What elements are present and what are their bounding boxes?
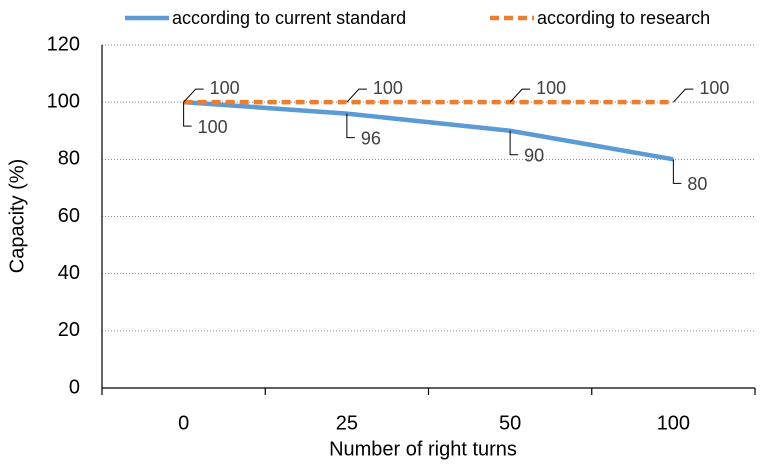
leader-line xyxy=(346,113,355,139)
leader-line xyxy=(509,88,531,103)
y-tick-label: 100 xyxy=(47,90,80,112)
data-label: 100 xyxy=(699,78,729,98)
y-tick-label: 20 xyxy=(58,319,80,341)
leader-line xyxy=(183,88,204,103)
data-label: 100 xyxy=(536,78,566,98)
x-tick-label: 50 xyxy=(499,412,521,434)
x-tick-label: 25 xyxy=(336,412,358,434)
leader-line xyxy=(183,102,192,127)
x-tick-label: 100 xyxy=(657,412,690,434)
data-label: 100 xyxy=(373,78,403,98)
y-tick-label: 120 xyxy=(47,33,80,55)
x-tick-label: 0 xyxy=(178,412,189,434)
data-label: 96 xyxy=(361,128,381,148)
data-label: 80 xyxy=(687,174,707,194)
legend-label: according to current standard xyxy=(172,8,406,28)
leader-line xyxy=(672,159,682,184)
leader-line xyxy=(509,130,519,156)
y-tick-label: 0 xyxy=(69,376,80,398)
series-line xyxy=(183,99,674,162)
data-label: 100 xyxy=(210,78,240,98)
x-axis-title: Number of right turns xyxy=(329,438,517,460)
y-tick-label: 40 xyxy=(58,262,80,284)
leader-line xyxy=(673,88,694,103)
data-label: 90 xyxy=(524,146,544,166)
y-axis-title: Capacity (%) xyxy=(6,159,28,273)
legend-label: according to research xyxy=(537,8,710,28)
data-label: 100 xyxy=(198,117,228,137)
y-tick-label: 80 xyxy=(58,148,80,170)
leader-line xyxy=(346,88,367,103)
y-tick-label: 60 xyxy=(58,205,80,227)
